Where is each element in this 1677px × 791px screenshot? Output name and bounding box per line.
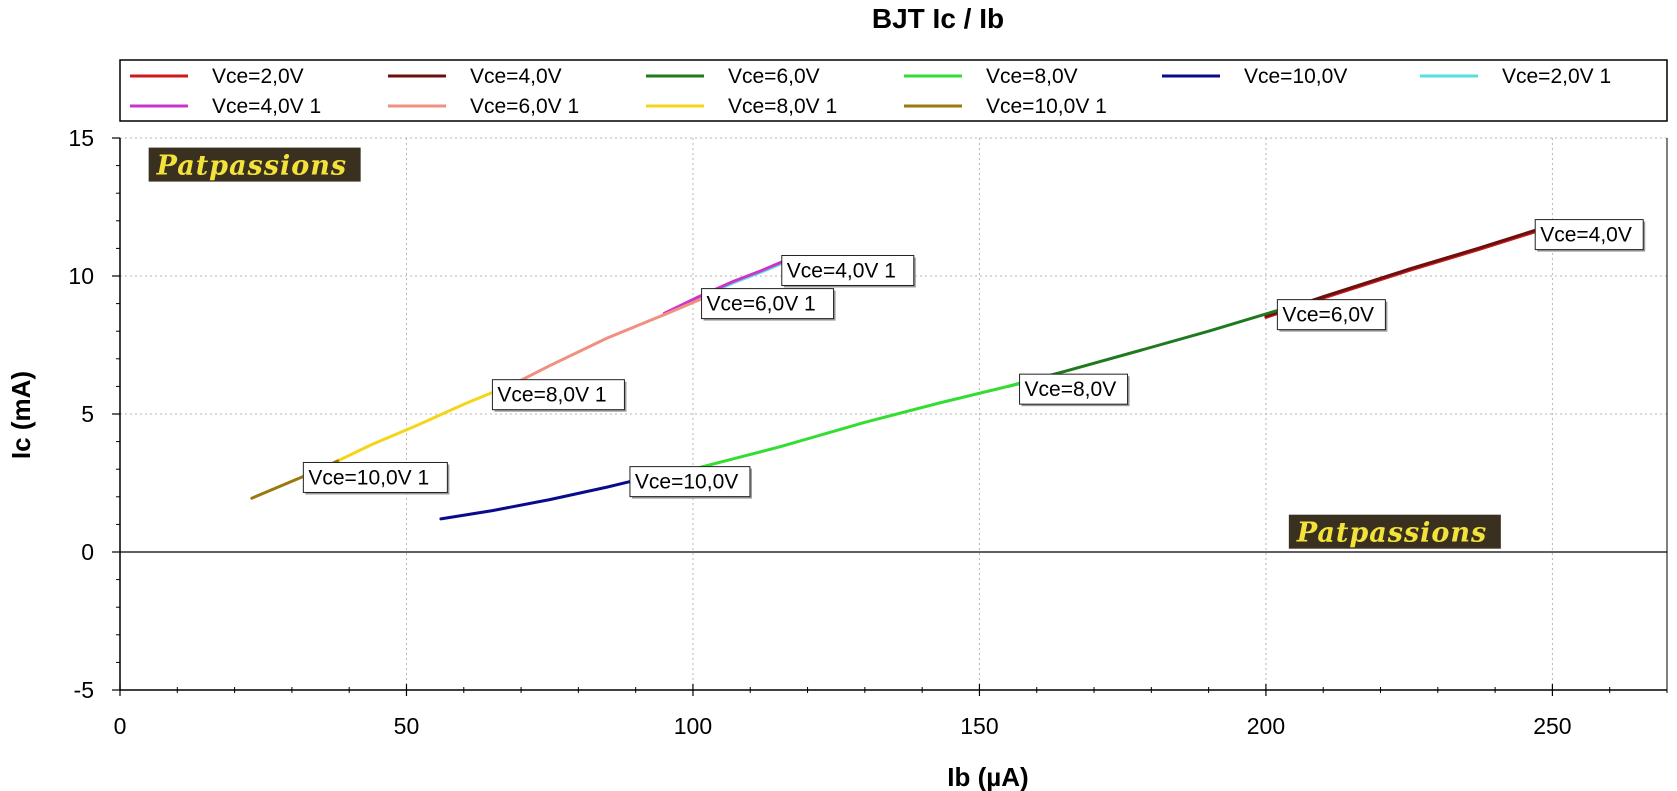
annotation-label: Vce=10,0V: [635, 471, 738, 494]
x-tick-label: 50: [394, 713, 420, 739]
annotation-box: [1534, 219, 1644, 251]
series-annotation: Vce=8,0V: [1019, 373, 1130, 407]
watermark-background: [148, 147, 361, 182]
annotation-label: Vce=8,0V 1: [497, 384, 606, 407]
legend-entry: Vce=8,0V: [904, 65, 1078, 88]
legend-entry: Vce=8,0V 1: [646, 95, 837, 118]
y-tick-label: 0: [81, 539, 94, 565]
y-tick-label: 10: [68, 263, 94, 289]
series-line: [439, 471, 666, 521]
legend-label: Vce=8,0V: [986, 65, 1078, 88]
legend-label: Vce=2,0V: [212, 65, 304, 88]
annotation-box: [629, 466, 751, 498]
legend-label: Vce=6,0V 1: [470, 95, 579, 118]
x-axis-title: Ib (µA): [947, 762, 1028, 791]
series-annotation: Vce=4,0V: [1534, 219, 1646, 252]
legend-entry: Vce=4,0V 1: [130, 95, 321, 118]
watermark-text: Patpassions: [1296, 518, 1487, 549]
series-annotation: Vce=10,0V 1: [302, 461, 450, 495]
watermark-logo: Patpassions: [148, 147, 361, 182]
watermark-logo: Patpassions: [1288, 514, 1501, 549]
annotation-box: [302, 461, 448, 493]
legend-entry: Vce=4,0V: [388, 65, 562, 88]
annotation-box: [491, 379, 625, 411]
y-tick-label: -5: [74, 677, 94, 703]
series-line: [324, 386, 506, 468]
annotation-label: Vce=10,0V 1: [308, 466, 429, 489]
legend-label: Vce=4,0V 1: [212, 95, 321, 118]
annotation-label: Vce=6,0V 1: [707, 293, 816, 316]
legend-entry: Vce=10,0V: [1162, 65, 1347, 88]
y-axis-title: Ic (mA): [6, 371, 36, 459]
annotation-label: Vce=4,0V: [1540, 224, 1632, 247]
watermark-background: [1288, 514, 1501, 549]
annotation-box: [1276, 299, 1386, 331]
chart-title: BJT Ic / Ib: [872, 3, 1004, 34]
legend-label: Vce=4,0V: [470, 65, 562, 88]
x-tick-label: 100: [674, 713, 712, 739]
axes: 0 50 100 150 200 250 -5 0 5 10 15: [68, 125, 1668, 739]
series-line: [691, 382, 1022, 471]
series-annotation: Vce=6,0V 1: [701, 288, 836, 321]
y-tick-label: 5: [81, 401, 94, 427]
legend-label: Vce=8,0V 1: [728, 95, 837, 118]
series-line: [496, 293, 712, 394]
annotation-label: Vce=8,0V: [1025, 378, 1117, 401]
annotations: Vce=4,0V 1 Vce=6,0V 1 Vce=8,0V 1 Vce=10,0V …: [302, 219, 1646, 499]
legend-entry: Vce=6,0V: [646, 65, 820, 88]
series-annotation: Vce=4,0V 1: [781, 254, 916, 288]
y-tick-label: 15: [68, 125, 94, 151]
legend-entry: Vce=2,0V 1: [1420, 65, 1611, 88]
legend-entry: Vce=6,0V 1: [388, 95, 579, 118]
x-tick-label: 250: [1533, 713, 1571, 739]
annotation-box: [1019, 373, 1129, 405]
series-annotation: Vce=6,0V: [1276, 299, 1388, 332]
legend-entry: Vce=10,0V 1: [904, 95, 1107, 118]
x-tick-label: 200: [1247, 713, 1285, 739]
annotation-label: Vce=4,0V 1: [787, 259, 896, 282]
legend-label: Vce=10,0V: [1244, 65, 1347, 88]
legend-label: Vce=6,0V: [728, 65, 820, 88]
legend-box: [119, 59, 1668, 122]
series-annotation: Vce=10,0V: [629, 466, 752, 499]
watermarks: Patpassions Patpassions: [148, 147, 1501, 549]
legend-label: Vce=10,0V 1: [986, 95, 1107, 118]
watermark-text: Patpassions: [156, 151, 347, 182]
annotation-label: Vce=6,0V: [1282, 304, 1374, 327]
series-annotation: Vce=8,0V 1: [491, 379, 627, 412]
annotation-box: [701, 288, 835, 320]
annotation-box: [781, 254, 915, 286]
legend-label: Vce=2,0V 1: [1502, 65, 1611, 88]
legend-entry: Vce=2,0V: [130, 65, 304, 88]
series-line: [662, 259, 787, 315]
legend: Vce=2,0V Vce=4,0V Vce=6,0V Vce=8,0V Vce=10,0…: [119, 59, 1668, 122]
x-tick-label: 0: [114, 713, 127, 739]
x-tick-label: 150: [960, 713, 998, 739]
